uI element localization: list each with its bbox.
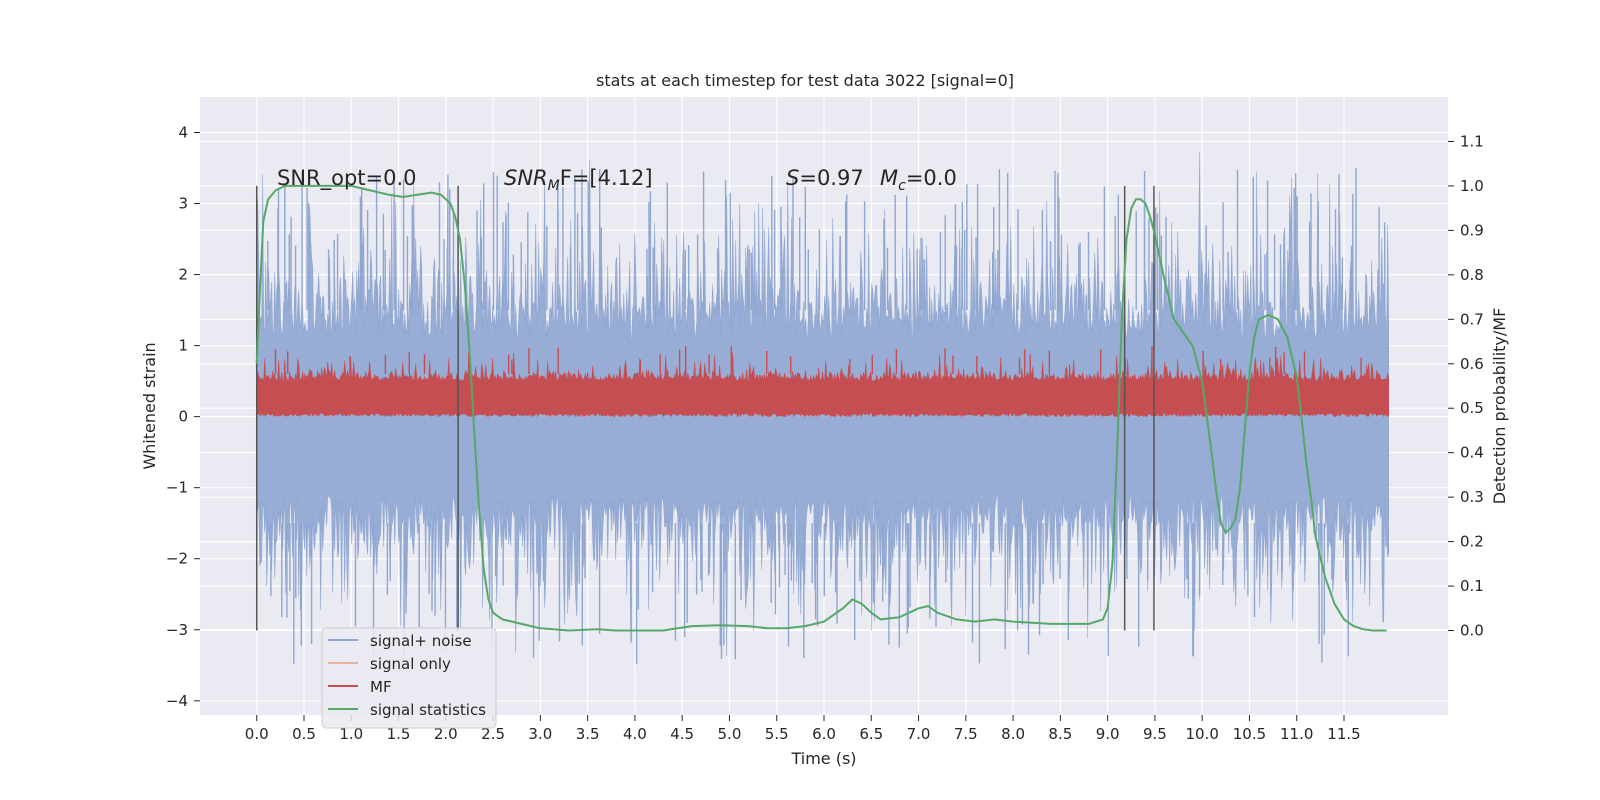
x-tick-label: 1.5 (387, 725, 411, 743)
annotation-snr-mf-subscript: M (548, 178, 560, 194)
annotation-snr-mf-symbol: SNR (504, 166, 548, 190)
x-tick-label: 2.5 (481, 725, 505, 743)
chart-title: stats at each timestep for test data 302… (596, 71, 1014, 90)
y-tick-label: −1 (166, 479, 188, 497)
annotation-mc-value: =0.0 (906, 166, 957, 190)
y-tick-label: 0 (178, 408, 188, 426)
x-tick-label: 11.5 (1327, 725, 1360, 743)
legend-label-signal-noise: signal+ noise (370, 632, 472, 650)
legend-entry-signal-noise: signal+ noise (328, 632, 472, 650)
series-mf (256, 346, 1389, 418)
y2-tick-label: 0.8 (1460, 266, 1484, 284)
x-tick-label: 8.0 (1001, 725, 1025, 743)
x-tick-label: 11.0 (1280, 725, 1313, 743)
x-tick-label: 5.0 (718, 725, 742, 743)
y-tick-label: −3 (166, 621, 188, 639)
x-tick-label: 0.0 (245, 725, 269, 743)
y-axis-ticks: 4 3 2 1 0 −1 −2 −3 −4 (166, 124, 200, 710)
x-tick-label: 6.0 (812, 725, 836, 743)
legend-box (321, 627, 497, 729)
x-tick-label: 0.5 (292, 725, 316, 743)
legend-entry-signal-statistics: signal statistics (328, 701, 486, 719)
y2-tick-label: 0.2 (1460, 533, 1484, 551)
annotation-s-value: =0.97 (799, 166, 863, 190)
y2-tick-label: 0.5 (1460, 399, 1484, 417)
x-tick-label: 1.0 (339, 725, 363, 743)
annotation-mc-subscript: c (898, 178, 906, 194)
y2-tick-label: 0.0 (1460, 622, 1484, 640)
legend-label-signal-statistics: signal statistics (370, 701, 486, 719)
x-tick-label: 8.5 (1048, 725, 1072, 743)
y2-tick-label: 1.1 (1460, 132, 1484, 150)
x-tick-label: 10.0 (1185, 725, 1218, 743)
legend-entry-signal-only: signal only (328, 655, 451, 673)
annotation-s-symbol: S (786, 166, 799, 190)
y-tick-label: −2 (166, 550, 188, 568)
legend: signal+ noise signal only MF signal stat… (321, 627, 497, 729)
y2-tick-label: 0.4 (1460, 444, 1484, 462)
y2-axis-ticks: 1.1 1.0 0.9 0.8 0.7 0.6 0.5 0.4 0.3 0.2 0.1 0.0 (1448, 132, 1484, 640)
y-tick-label: 4 (178, 124, 188, 142)
mf-band (256, 352, 1389, 418)
x-tick-label: 10.5 (1233, 725, 1266, 743)
x-tick-label: 6.5 (859, 725, 883, 743)
x-tick-label: 5.5 (765, 725, 789, 743)
x-tick-label: 7.5 (954, 725, 978, 743)
annotation-snr-mf: SNRMF=[4.12] (504, 166, 653, 194)
y2-tick-label: 0.1 (1460, 577, 1484, 595)
annotation-snr-opt: SNR_opt=0.0 (277, 166, 417, 191)
y2-axis-label: Detection probability/MF (1490, 308, 1509, 505)
x-tick-label: 4.5 (670, 725, 694, 743)
y2-tick-label: 0.6 (1460, 355, 1484, 373)
x-axis-ticks: 0.0 0.5 1.0 1.5 2.0 2.5 3.0 3.5 4.0 4.5 5.0 5.5 6.0 6… (245, 715, 1361, 743)
annotation-mc-symbol: M (880, 166, 898, 190)
annotation-s: S=0.97 (786, 166, 864, 190)
legend-entry-mf: MF (328, 678, 392, 696)
y2-tick-label: 0.3 (1460, 488, 1484, 506)
x-tick-label: 2.0 (434, 725, 458, 743)
annotation-snr-mf-value: F=[4.12] (560, 166, 653, 190)
y-tick-label: −4 (166, 692, 188, 710)
legend-label-mf: MF (370, 678, 392, 696)
y2-tick-label: 0.7 (1460, 310, 1484, 328)
y-tick-label: 3 (178, 195, 188, 213)
legend-label-signal-only: signal only (370, 655, 451, 673)
series-signal-statistics-line (255, 184, 1387, 632)
y2-tick-label: 0.9 (1460, 221, 1484, 239)
x-tick-label: 3.5 (576, 725, 600, 743)
annotation-mc: Mc=0.0 (880, 166, 957, 194)
x-tick-label: 7.0 (907, 725, 931, 743)
x-tick-label: 3.0 (528, 725, 552, 743)
x-tick-label: 9.5 (1143, 725, 1167, 743)
y-tick-label: 1 (178, 337, 188, 355)
x-axis-label: Time (s) (790, 749, 856, 768)
y2-tick-label: 1.0 (1460, 177, 1484, 195)
y-tick-label: 2 (178, 266, 188, 284)
y-axis-label: Whitened strain (140, 342, 159, 469)
x-tick-label: 9.0 (1096, 725, 1120, 743)
x-tick-label: 4.0 (623, 725, 647, 743)
